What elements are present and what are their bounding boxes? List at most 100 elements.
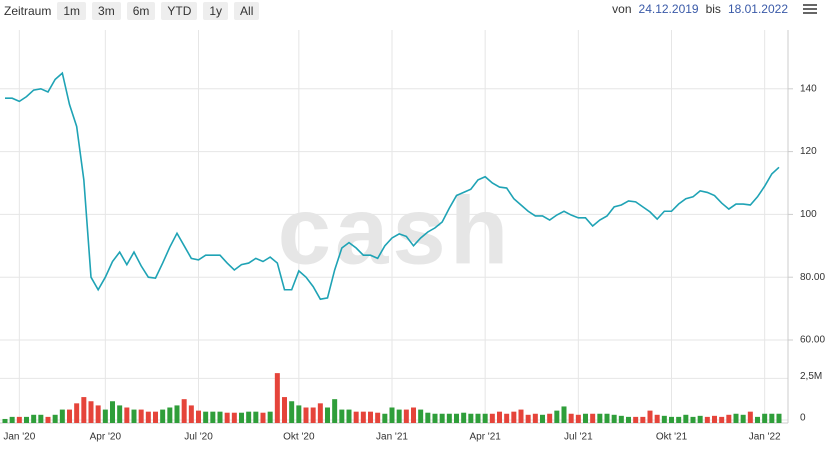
volume-bar xyxy=(131,409,137,423)
volume-bar xyxy=(382,413,388,423)
volume-bar xyxy=(332,399,338,423)
x-tick-label: Jan '20 xyxy=(3,432,35,443)
volume-bar xyxy=(439,413,445,423)
volume-bar xyxy=(153,411,158,423)
volume-bar xyxy=(776,413,782,423)
volume-bar xyxy=(282,397,287,423)
volume-bar xyxy=(489,413,495,423)
volume-bar xyxy=(697,415,703,423)
volume-bar xyxy=(317,403,323,423)
range-button[interactable]: 1y xyxy=(203,2,229,20)
volume-bar xyxy=(654,414,660,423)
volume-bar xyxy=(160,409,166,423)
from-date[interactable]: 24.12.2019 xyxy=(638,2,699,16)
from-label: von xyxy=(612,2,632,16)
to-date[interactable]: 18.01.2022 xyxy=(727,2,788,16)
x-tick-label: Jul '21 xyxy=(564,432,593,443)
volume-bar xyxy=(31,414,37,423)
volume-bar xyxy=(167,407,173,423)
volume-bar xyxy=(174,405,180,423)
volume-bar xyxy=(360,411,366,423)
volume-bar xyxy=(597,413,603,423)
volume-bar xyxy=(669,416,674,423)
menu-bar xyxy=(803,12,817,14)
volume-bar xyxy=(568,413,574,423)
volume-bar xyxy=(188,405,194,423)
volume-bar xyxy=(647,410,653,423)
range-button[interactable]: 6m xyxy=(126,2,156,20)
volume-bar xyxy=(712,415,717,423)
volume-bar xyxy=(45,416,51,423)
volume-bar xyxy=(296,405,302,423)
x-tick-label: Jan '21 xyxy=(376,432,408,443)
volume-bar xyxy=(561,406,567,423)
volume-bar xyxy=(38,414,44,423)
x-tick-label: Okt '20 xyxy=(283,432,315,443)
volume-bar xyxy=(604,413,610,423)
volume-bar xyxy=(532,413,538,423)
volume-bar xyxy=(676,416,682,423)
volume-bar xyxy=(110,401,115,423)
volume-bar xyxy=(618,415,624,423)
menu-button[interactable] xyxy=(803,3,817,15)
y-tick-label: 140 xyxy=(800,83,817,94)
volume-bar xyxy=(95,405,101,423)
volume-bar xyxy=(511,411,517,423)
volume-bar xyxy=(325,407,330,423)
volume-bar xyxy=(246,411,252,423)
volume-bar xyxy=(626,416,631,423)
volume-bar xyxy=(418,409,424,423)
volume-bar xyxy=(67,409,72,423)
toolbar: Zeitraum 1m 3m 6m YTD 1y All von 24.12.2… xyxy=(0,0,829,22)
volume-bar xyxy=(339,409,345,423)
range-button[interactable]: 3m xyxy=(92,2,121,20)
volume-bar xyxy=(661,415,667,423)
volume-bar xyxy=(203,411,209,423)
volume-bar xyxy=(640,416,646,423)
volume-bar xyxy=(59,409,65,423)
volume-bar xyxy=(267,411,273,423)
range-button[interactable]: YTD xyxy=(161,2,198,20)
volume-bar xyxy=(425,412,431,423)
y-tick-label: 80.00 xyxy=(800,272,825,283)
volume-bar xyxy=(368,411,373,423)
volume-bar xyxy=(497,411,502,423)
volume-bar xyxy=(138,409,144,423)
volume-bar xyxy=(74,403,80,423)
volume-bar xyxy=(16,416,22,423)
volume-bar xyxy=(547,413,553,423)
volume-bar xyxy=(24,416,29,423)
volume-bar xyxy=(747,411,753,423)
x-tick-label: Jul '20 xyxy=(184,432,213,443)
x-tick-label: Okt '21 xyxy=(656,432,688,443)
volume-bar xyxy=(239,412,244,423)
volume-bar xyxy=(231,412,237,423)
volume-bar xyxy=(583,413,588,423)
volume-bar xyxy=(9,416,15,423)
range-button[interactable]: 1m xyxy=(57,2,87,20)
range-button[interactable]: All xyxy=(234,2,260,20)
volume-bar xyxy=(525,414,531,423)
volume-bar xyxy=(196,410,201,423)
volume-bar xyxy=(733,413,739,423)
volume-bar xyxy=(289,401,295,423)
volume-bar xyxy=(690,416,696,423)
volume-bar xyxy=(411,407,416,423)
volume-tick-label: 0 xyxy=(800,413,806,424)
volume-bar xyxy=(769,413,775,423)
volume-bar xyxy=(611,414,617,423)
volume-bar xyxy=(124,407,130,423)
volume-bar xyxy=(274,373,280,423)
range-selector: Zeitraum 1m 3m 6m YTD 1y All xyxy=(4,2,260,20)
range-label: Zeitraum xyxy=(4,4,52,18)
volume-bar xyxy=(389,407,395,423)
volume-bar xyxy=(762,413,768,423)
volume-bar xyxy=(52,414,58,423)
volume-bar xyxy=(482,413,488,423)
volume-bar xyxy=(540,414,545,423)
volume-bar xyxy=(224,412,230,423)
volume-bar xyxy=(590,413,596,423)
volume-bar xyxy=(353,411,359,423)
